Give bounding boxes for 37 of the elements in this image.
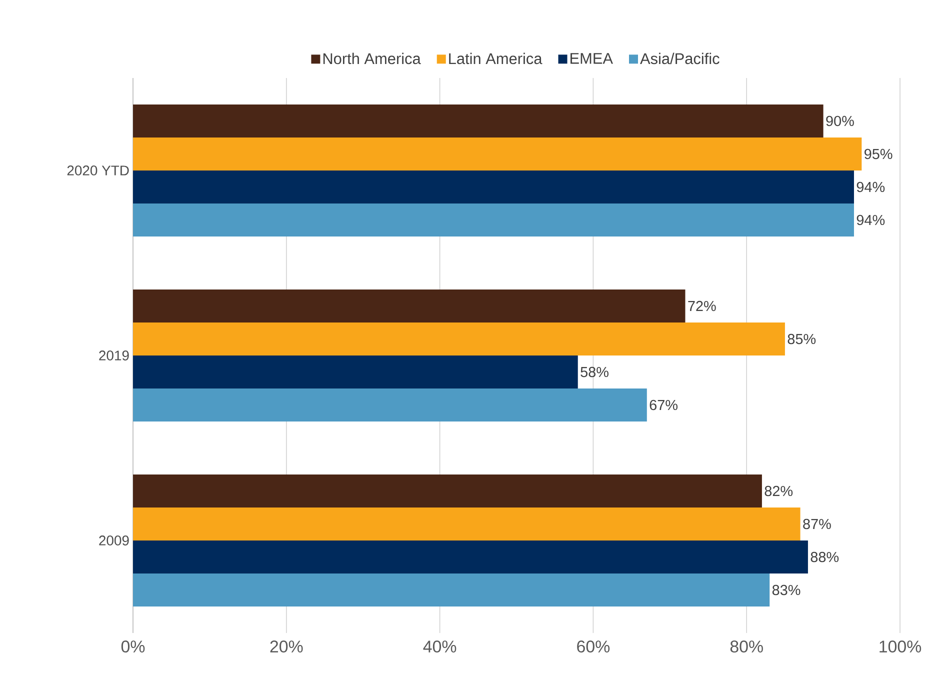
data-label: 88% bbox=[810, 552, 839, 562]
data-label: 94% bbox=[856, 182, 885, 192]
x-tick-label: 40% bbox=[423, 640, 456, 653]
data-label: 85% bbox=[788, 334, 816, 344]
data-label: 58% bbox=[580, 366, 608, 378]
bar bbox=[133, 574, 770, 606]
bar bbox=[133, 388, 647, 422]
y-tick-label: 2020 YTD bbox=[67, 166, 129, 176]
bar bbox=[133, 508, 800, 540]
data-label: 95% bbox=[864, 148, 892, 160]
legend-label: EMEA bbox=[570, 53, 613, 64]
bar bbox=[133, 355, 578, 388]
x-tick-label: 20% bbox=[270, 640, 303, 653]
bar bbox=[133, 474, 762, 508]
x-tick-label: 100% bbox=[880, 640, 922, 653]
y-tick-label: 2009 bbox=[99, 536, 129, 546]
data-label: 90% bbox=[826, 116, 854, 126]
bar bbox=[133, 322, 785, 356]
y-tick-label: 2019 bbox=[99, 350, 129, 360]
data-label: 82% bbox=[764, 486, 793, 496]
x-tick-label: 80% bbox=[730, 640, 763, 653]
data-label: 72% bbox=[688, 300, 716, 312]
data-label: 94% bbox=[856, 214, 885, 226]
legend-label: North America bbox=[323, 52, 421, 64]
bar bbox=[133, 289, 686, 322]
bar bbox=[133, 540, 808, 574]
data-label: 67% bbox=[650, 400, 678, 410]
x-tick-label: 60% bbox=[577, 640, 610, 653]
bar bbox=[133, 170, 854, 204]
bar bbox=[133, 104, 824, 138]
bar bbox=[133, 137, 862, 170]
x-tick-label: 0% bbox=[121, 640, 145, 653]
data-label: 87% bbox=[803, 518, 831, 530]
bar bbox=[133, 203, 854, 236]
legend-label: Asia/Pacific bbox=[640, 52, 720, 64]
legend-label: Latin America bbox=[449, 52, 542, 64]
data-label: 83% bbox=[772, 584, 800, 596]
